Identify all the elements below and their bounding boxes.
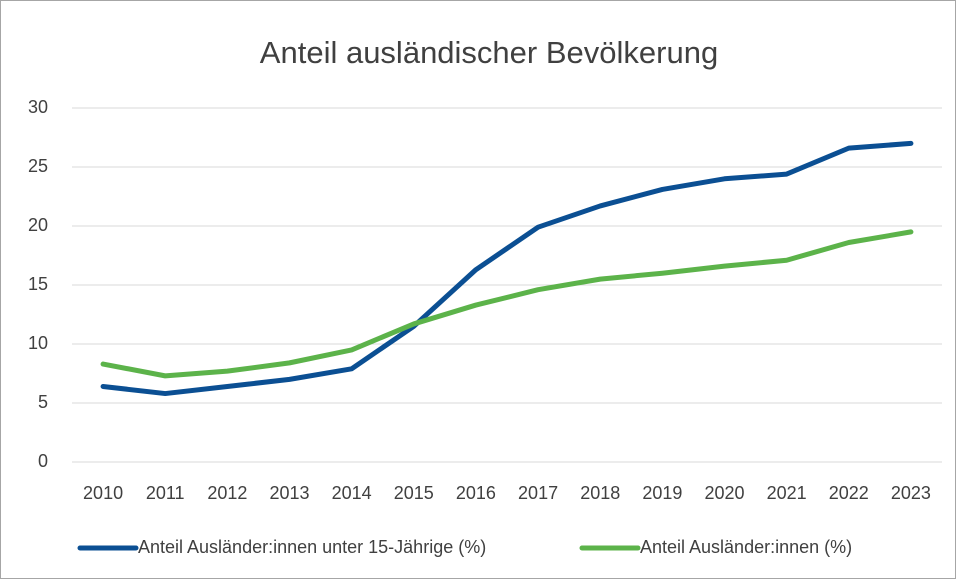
x-tick-label: 2010	[83, 483, 123, 503]
x-tick-label: 2021	[767, 483, 807, 503]
x-tick-label: 2014	[332, 483, 372, 503]
data-line	[100, 229, 914, 379]
x-tick-label: 2023	[891, 483, 931, 503]
x-tick-label: 2013	[269, 483, 309, 503]
x-tick-label: 2022	[829, 483, 869, 503]
x-tick-label: 2019	[642, 483, 682, 503]
y-tick-label: 0	[38, 451, 48, 471]
x-tick-label: 2018	[580, 483, 620, 503]
y-tick-label: 10	[28, 333, 48, 353]
legend-label: Anteil Ausländer:innen unter 15-Jährige …	[138, 537, 486, 557]
x-tick-label: 2015	[394, 483, 434, 503]
y-tick-label: 30	[28, 97, 48, 117]
x-tick-label: 2016	[456, 483, 496, 503]
legend-label: Anteil Ausländer:innen (%)	[640, 537, 852, 557]
chart-title: Anteil ausländischer Bevölkerung	[260, 35, 718, 70]
y-tick-label: 25	[28, 156, 48, 176]
y-tick-label: 20	[28, 215, 48, 235]
x-tick-label: 2012	[207, 483, 247, 503]
x-tick-label: 2017	[518, 483, 558, 503]
data-line	[100, 140, 914, 397]
y-tick-label: 5	[38, 392, 48, 412]
x-tick-label: 2011	[146, 483, 185, 503]
x-tick-label: 2020	[704, 483, 744, 503]
y-tick-label: 15	[28, 274, 48, 294]
